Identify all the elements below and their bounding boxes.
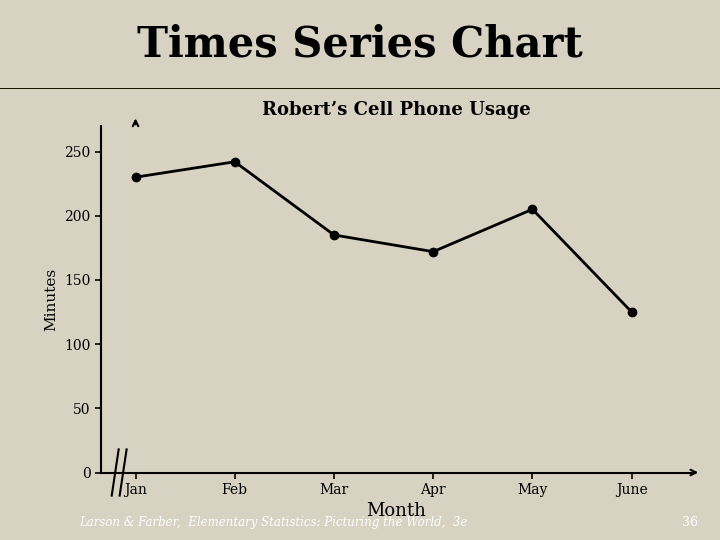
Text: Times Series Chart: Times Series Chart bbox=[137, 24, 583, 65]
Title: Robert’s Cell Phone Usage: Robert’s Cell Phone Usage bbox=[261, 100, 531, 119]
Text: 36: 36 bbox=[683, 516, 698, 530]
Y-axis label: Minutes: Minutes bbox=[45, 268, 58, 330]
Text: Larson & Farber,  Elementary Statistics: Picturing the World,  3e: Larson & Farber, Elementary Statistics: … bbox=[79, 516, 468, 530]
X-axis label: Month: Month bbox=[366, 503, 426, 521]
